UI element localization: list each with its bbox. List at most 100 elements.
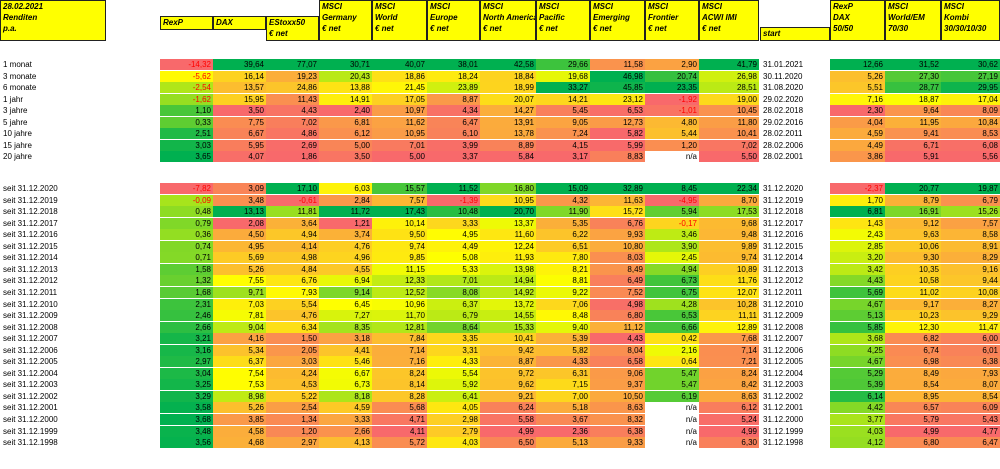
data-cell[interactable]: 3,29	[160, 390, 213, 402]
kombi-cell[interactable]: 27,30	[885, 70, 941, 82]
data-cell[interactable]: 4,76	[319, 240, 372, 252]
data-cell[interactable]: 10,41	[699, 128, 759, 140]
data-cell[interactable]: 5,58	[480, 414, 536, 425]
data-cell[interactable]: 6,38	[590, 425, 645, 437]
data-cell[interactable]: 13,37	[480, 217, 536, 229]
kombi-cell[interactable]: 8,09	[941, 105, 1000, 117]
data-cell[interactable]: 10,28	[699, 298, 759, 310]
data-cell[interactable]: 12,89	[699, 321, 759, 333]
data-cell[interactable]: 5,84	[480, 151, 536, 163]
data-cell[interactable]: 8,28	[372, 390, 427, 402]
data-cell[interactable]: 8,89	[480, 139, 536, 151]
data-cell[interactable]: 7,15	[536, 379, 590, 391]
data-cell[interactable]: 4,32	[536, 194, 590, 206]
data-cell[interactable]: 3,25	[160, 379, 213, 391]
data-cell[interactable]: 8,70	[699, 194, 759, 206]
data-cell[interactable]: 3,48	[213, 194, 266, 206]
data-cell[interactable]: 3,74	[319, 229, 372, 241]
data-cell[interactable]: 11,76	[699, 275, 759, 287]
data-cell[interactable]: 8,14	[372, 379, 427, 391]
data-cell[interactable]: 7,21	[699, 356, 759, 368]
kombi-cell[interactable]: 9,63	[885, 229, 941, 241]
data-cell[interactable]: 5,22	[266, 390, 319, 402]
data-cell[interactable]: -1,62	[160, 93, 213, 105]
data-cell[interactable]: 7,24	[536, 128, 590, 140]
data-cell[interactable]: 18,24	[427, 70, 480, 82]
data-cell[interactable]: 9,06	[590, 367, 645, 379]
corner-header[interactable]: 28.02.2021 Renditen p.a.	[0, 0, 106, 41]
kombi-cell[interactable]: 8,58	[941, 229, 1000, 241]
data-cell[interactable]: 4,86	[266, 128, 319, 140]
data-cell[interactable]: 8,63	[699, 390, 759, 402]
kombi-cell[interactable]: 9,44	[941, 275, 1000, 287]
data-cell[interactable]: 7,52	[590, 286, 645, 298]
data-cell[interactable]: 6,19	[645, 390, 699, 402]
data-cell[interactable]: 15,95	[213, 93, 266, 105]
data-cell[interactable]: 9,40	[536, 321, 590, 333]
kombi-cell[interactable]: 5,29	[830, 367, 885, 379]
data-cell[interactable]: 1,50	[266, 333, 319, 345]
data-cell[interactable]: 1,34	[266, 414, 319, 425]
data-cell[interactable]: -1,92	[645, 93, 699, 105]
data-cell[interactable]: 3,35	[427, 333, 480, 345]
data-cell[interactable]: 7,53	[213, 379, 266, 391]
data-cell[interactable]: 12,07	[699, 286, 759, 298]
data-cell[interactable]: 7,06	[536, 298, 590, 310]
data-cell[interactable]: 6,37	[427, 298, 480, 310]
data-cell[interactable]: 8,87	[480, 356, 536, 368]
data-cell[interactable]: 10,41	[480, 333, 536, 345]
data-cell[interactable]: 23,89	[427, 82, 480, 94]
data-cell[interactable]: 4,80	[645, 116, 699, 128]
data-cell[interactable]: 19,23	[266, 70, 319, 82]
kombi-cell[interactable]: 5,85	[830, 321, 885, 333]
start-header[interactable]: start	[760, 27, 830, 41]
kombi-cell[interactable]: 6,57	[885, 402, 941, 414]
data-cell[interactable]: 10,95	[372, 128, 427, 140]
kombi-cell[interactable]: 11,47	[941, 321, 1000, 333]
data-cell[interactable]: 4,24	[266, 367, 319, 379]
data-cell[interactable]: 14,55	[480, 310, 536, 322]
data-cell[interactable]: 10,45	[699, 105, 759, 117]
data-cell[interactable]: 8,08	[427, 286, 480, 298]
data-cell[interactable]: 9,14	[319, 286, 372, 298]
kombi-cell[interactable]: 3,77	[830, 414, 885, 425]
data-cell[interactable]: 77,07	[266, 59, 319, 70]
data-cell[interactable]: 8,42	[699, 379, 759, 391]
data-cell[interactable]: 8,63	[590, 402, 645, 414]
data-cell[interactable]: 38,01	[427, 59, 480, 70]
data-cell[interactable]: 6,47	[427, 116, 480, 128]
kombi-cell[interactable]: 2,85	[830, 240, 885, 252]
data-cell[interactable]: 19,68	[536, 70, 590, 82]
column-header[interactable]: MSCI Frontier € net	[645, 0, 699, 41]
data-cell[interactable]: 10,80	[590, 240, 645, 252]
data-cell[interactable]: 9,74	[699, 252, 759, 264]
data-cell[interactable]: 11,43	[266, 93, 319, 105]
data-cell[interactable]: 3,58	[160, 402, 213, 414]
kombi-cell[interactable]: 4,67	[830, 298, 885, 310]
data-cell[interactable]: 4,95	[213, 240, 266, 252]
kombi-header[interactable]: MSCI World/EM 70/30	[885, 0, 941, 41]
data-cell[interactable]: 10,50	[590, 390, 645, 402]
kombi-cell[interactable]: 4,77	[941, 425, 1000, 437]
kombi-cell[interactable]: 11,95	[885, 116, 941, 128]
data-cell[interactable]: 11,11	[699, 310, 759, 322]
data-cell[interactable]: 3,18	[319, 333, 372, 345]
data-cell[interactable]: 9,62	[480, 379, 536, 391]
kombi-header[interactable]: MSCI Kombi 30/30/10/30	[941, 0, 1000, 41]
data-cell[interactable]: 3,68	[160, 414, 213, 425]
kombi-cell[interactable]: 10,58	[885, 275, 941, 287]
data-cell[interactable]: 41,79	[699, 59, 759, 70]
data-cell[interactable]: 20,74	[645, 70, 699, 82]
data-cell[interactable]: 26,98	[699, 70, 759, 82]
data-cell[interactable]: 2,08	[213, 217, 266, 229]
data-cell[interactable]: 11,15	[372, 263, 427, 275]
data-cell[interactable]: 8,03	[590, 252, 645, 264]
data-cell[interactable]: 7,14	[699, 344, 759, 356]
kombi-cell[interactable]: 6,01	[941, 344, 1000, 356]
data-cell[interactable]: 0,64	[645, 356, 699, 368]
kombi-cell[interactable]: 6,38	[941, 356, 1000, 368]
kombi-cell[interactable]: 6,71	[885, 139, 941, 151]
data-cell[interactable]: n/a	[685, 426, 697, 436]
kombi-cell[interactable]: 4,25	[830, 344, 885, 356]
kombi-cell[interactable]: 8,07	[941, 379, 1000, 391]
